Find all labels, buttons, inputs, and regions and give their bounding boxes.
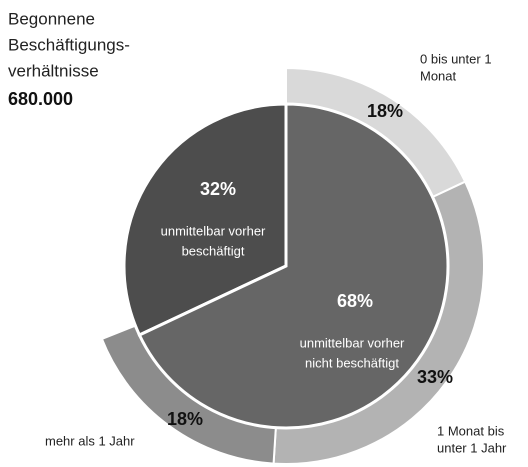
outer-category-label: unter 1 Jahr: [437, 440, 507, 455]
inner-slice: [137, 102, 450, 430]
outer-value-label: 18%: [167, 409, 203, 429]
outer-category-label: 0 bis unter 1: [420, 51, 492, 66]
inner-category-label: unmittelbar vorher: [300, 335, 405, 350]
title-line: verhältnisse: [8, 61, 99, 80]
outer-category-label: mehr als 1 Jahr: [45, 433, 135, 448]
outer-value-label: 33%: [417, 367, 453, 387]
title-line: Begonnene: [8, 9, 95, 28]
total: 680.000: [8, 89, 73, 109]
outer-value-label: 18%: [367, 101, 403, 121]
outer-category-label: 1 Monat bis: [437, 423, 505, 438]
inner-category-label: beschäftigt: [182, 243, 245, 258]
outer-category-label: Monat: [420, 68, 457, 83]
inner-value-label: 68%: [337, 291, 373, 311]
title-line: Beschäftigungs-: [8, 35, 130, 54]
inner-value-label: 32%: [200, 179, 236, 199]
inner-category-label: unmittelbar vorher: [161, 223, 266, 238]
inner-slice: [122, 102, 288, 337]
inner-category-label: nicht beschäftigt: [305, 355, 399, 370]
